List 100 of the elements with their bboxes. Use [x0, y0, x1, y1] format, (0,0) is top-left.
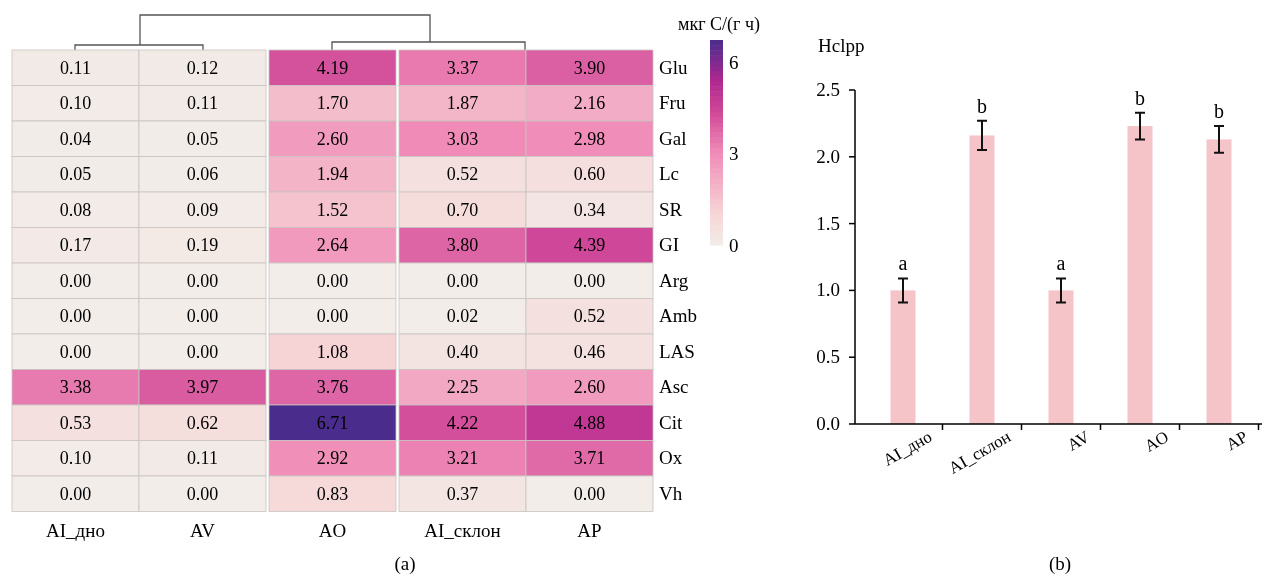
y-tick-label: Cit [659, 411, 683, 433]
text: (a) [394, 553, 416, 575]
y-tick-label: Glu [659, 56, 688, 78]
data-label: 0.06 [186, 164, 219, 185]
data-label: 0.40 [446, 341, 479, 362]
x-tick-label: AO [1141, 427, 1172, 456]
data-label: 4.39 [573, 235, 606, 256]
data-label: 0.12 [186, 57, 219, 78]
data-label: 3.76 [316, 377, 349, 398]
data-label: 0.53 [59, 412, 92, 433]
data-label: 0.34 [573, 199, 606, 220]
x-tick-label: AV [1064, 426, 1094, 455]
data-label: 0.19 [186, 235, 219, 256]
data-label: 2.92 [316, 448, 349, 469]
data-label: 3.21 [446, 448, 479, 469]
data-label: 0.00 [59, 270, 92, 291]
data-label: 0.00 [316, 306, 349, 327]
data-label: 2.60 [573, 377, 606, 398]
annotation: b [1135, 86, 1145, 109]
data-label: 0.46 [573, 341, 606, 362]
data-label: 3.37 [446, 57, 479, 78]
y-tick-label: Amb [659, 305, 697, 327]
data-label: 6.71 [316, 412, 349, 433]
data-label: 2.64 [316, 235, 349, 256]
y-tick-label: Asc [659, 376, 689, 398]
data-label: 0.08 [59, 199, 92, 220]
data-label: 0.11 [187, 93, 218, 114]
data-label: 0.52 [446, 164, 479, 185]
data-label: 0.17 [59, 235, 92, 256]
y-tick-label: Lc [659, 163, 680, 185]
data-label: 1.52 [316, 199, 349, 220]
y-tick-label: Gal [659, 127, 687, 149]
data-label: 3.80 [446, 235, 479, 256]
data-label: 0.52 [573, 306, 606, 327]
y-tick-label: 0.0 [816, 413, 840, 434]
color-bar-label: 6 [729, 51, 739, 73]
x-tick-label: AI_дно [46, 519, 105, 541]
data-label: 1.87 [446, 93, 479, 114]
annotation: a [898, 252, 908, 275]
data-label: 2.60 [316, 128, 349, 149]
data-label: 3.71 [573, 448, 606, 469]
data-label: 0.00 [59, 483, 92, 504]
text: (b) [1048, 553, 1072, 575]
data-label: 0.00 [186, 306, 219, 327]
data-label: 0.00 [59, 306, 92, 327]
data-label: 0.83 [316, 483, 349, 504]
data-label: 0.11 [187, 448, 218, 469]
x-tick-label: AV [190, 519, 216, 541]
data-label: 2.25 [446, 377, 479, 398]
y-tick-label: Arg [659, 269, 689, 291]
x-tick-label: AP [577, 519, 602, 541]
data-label: 0.04 [59, 128, 92, 149]
y-tick-label: 0.5 [816, 346, 840, 368]
x-tick-label: AI_склон [424, 519, 501, 541]
data-label: 0.05 [59, 164, 92, 185]
data-label: 3.38 [59, 377, 92, 398]
data-label: 2.98 [573, 128, 606, 149]
data-label: 0.00 [59, 341, 92, 362]
y-tick-label: 1.5 [816, 212, 840, 234]
data-label: 0.00 [573, 483, 606, 504]
data-label: 0.60 [573, 164, 606, 185]
data-label: 0.00 [316, 270, 349, 291]
data-label: 4.88 [573, 412, 606, 433]
y-tick-label: Ox [659, 447, 683, 469]
data-label: 0.10 [59, 93, 92, 114]
data-label: 0.62 [186, 412, 219, 433]
data-label: 2.16 [573, 93, 606, 114]
annotation: b [977, 94, 987, 117]
y-tick-label: 2.0 [816, 145, 840, 167]
data-label: 0.02 [446, 306, 479, 327]
y-tick-label: Fru [659, 92, 686, 114]
data-label: 0.10 [59, 448, 92, 469]
y-tick-label: GI [659, 234, 680, 256]
color-bar-label: 3 [729, 143, 739, 165]
annotation: b [1214, 100, 1224, 123]
data-label: 0.00 [186, 341, 219, 362]
data-label: 4.19 [316, 57, 349, 78]
data-label: 0.05 [186, 128, 219, 149]
data-label: 0.00 [573, 270, 606, 291]
data-label: 0.37 [446, 483, 479, 504]
data-label: 3.97 [186, 377, 219, 398]
x-tick-label: AP [1222, 427, 1251, 455]
data-label: 3.90 [573, 57, 606, 78]
data-label: 4.22 [446, 412, 479, 433]
data-label: 1.94 [316, 164, 349, 185]
y-tick-label: 1.0 [816, 279, 840, 301]
data-label: 0.00 [446, 270, 479, 291]
data-label: 1.70 [316, 93, 349, 114]
y-axis-title: Hclpp [818, 35, 865, 56]
x-tick-label: AO [318, 519, 347, 541]
data-label: 0.00 [186, 270, 219, 291]
data-label: 0.11 [60, 57, 91, 78]
data-label: 0.00 [186, 483, 219, 504]
y-tick-label: LAS [659, 340, 695, 362]
y-tick-label: Vh [659, 482, 683, 504]
color-bar-label: 0 [729, 235, 739, 256]
data-label: 0.70 [446, 199, 479, 220]
annotation: a [1056, 252, 1066, 275]
y-tick-label: SR [659, 198, 683, 220]
data-label: 0.09 [186, 199, 219, 220]
